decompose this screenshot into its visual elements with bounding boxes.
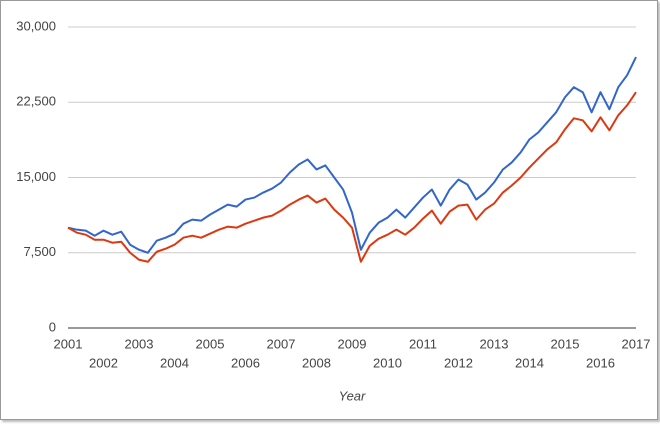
x-tick-label: 2007 — [267, 336, 296, 351]
x-tick-label: 2014 — [515, 355, 544, 370]
x-tick-label: 2008 — [302, 355, 331, 370]
x-tick-label: 2013 — [480, 336, 509, 351]
y-tick-label: 0 — [49, 319, 56, 334]
y-tick-label: 15,000 — [16, 169, 56, 184]
y-tick-label: 30,000 — [16, 18, 56, 33]
x-tick-label: 2016 — [586, 355, 615, 370]
x-tick-label: 2001 — [54, 336, 83, 351]
x-tick-label: 2004 — [160, 355, 189, 370]
x-tick-label: 2012 — [444, 355, 473, 370]
x-tick-label: 2002 — [89, 355, 118, 370]
x-tick-label: 2015 — [551, 336, 580, 351]
y-tick-label: 22,500 — [16, 94, 56, 109]
y-tick-label: 7,500 — [23, 244, 56, 259]
line-series — [67, 56, 637, 254]
x-tick-label: 2003 — [125, 336, 154, 351]
x-axis-label: Year — [339, 388, 366, 403]
x-tick-label: 2010 — [373, 355, 402, 370]
x-tick-label: 2005 — [196, 336, 225, 351]
x-tick-label: 2009 — [338, 336, 367, 351]
x-tick-label: 2006 — [231, 355, 260, 370]
x-tick-label: 2011 — [409, 336, 437, 351]
line-series — [67, 91, 637, 263]
chart: Year 0 7,500 15,000 22,500 30,000 2001 2002 200… — [16, 18, 651, 403]
x-tick-label: 2017 — [622, 336, 651, 351]
